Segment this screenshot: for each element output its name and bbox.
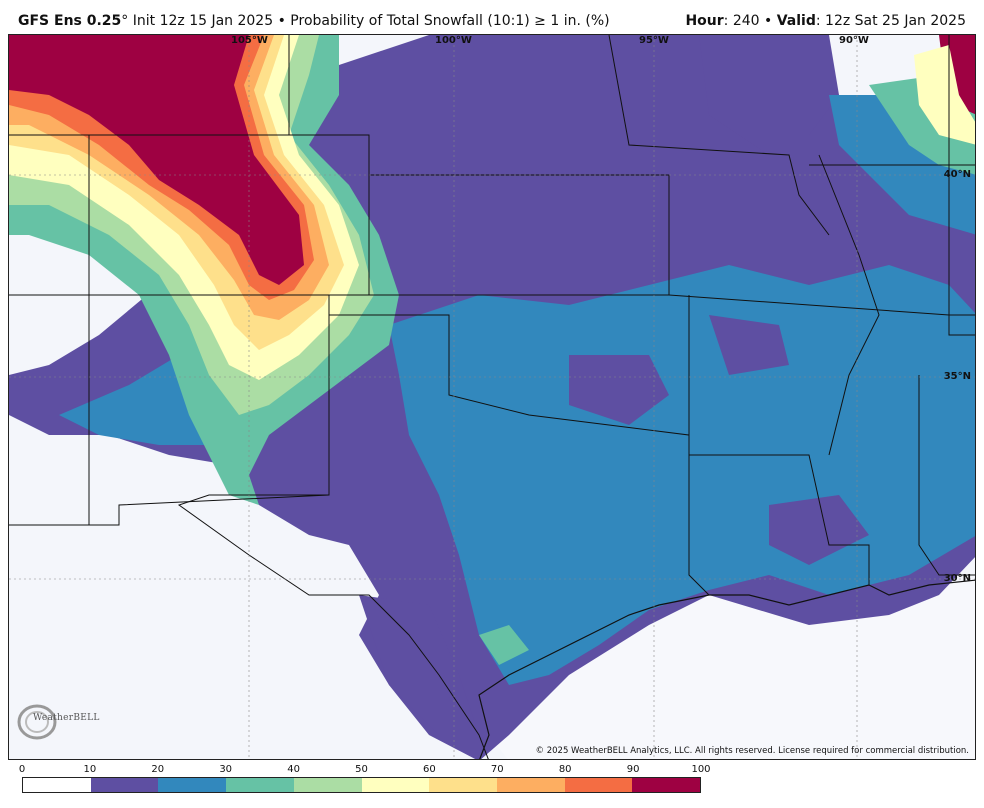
region-10-20-patch-a (569, 355, 669, 425)
product-name: Probability of Total Snowfall (10:1) ≥ 1… (290, 13, 610, 29)
snowfall-probability-map (9, 35, 975, 759)
legend-colorbar (22, 777, 701, 793)
lat-label-30n: 30°N (943, 573, 971, 584)
border-colorado-area (9, 134, 370, 296)
map-title: GFS Ens 0.25° Init 12z 15 Jan 2025 • Pro… (18, 13, 610, 29)
legend-tick-label: 70 (490, 764, 504, 775)
lon-label-95w: 95°W (639, 35, 669, 46)
border-mississippi-river (818, 154, 880, 456)
border-texas-louisiana (688, 435, 710, 596)
logo-swirl-icon (17, 704, 57, 740)
legend-swatch-4 (293, 778, 362, 792)
legend-tick-label: 50 (355, 764, 368, 775)
degree-symbol: ° (121, 13, 129, 29)
legend-tick-label: 20 (151, 764, 165, 775)
title-separator: • (277, 13, 286, 29)
valid-label: Valid (776, 13, 816, 29)
region-30-40-south (479, 625, 529, 665)
legend-swatch-7 (496, 778, 565, 792)
valid-separator: • (764, 13, 773, 29)
legend-swatch-1 (90, 778, 159, 792)
legend-tick-label: 40 (287, 764, 300, 775)
valid-value: : 12z Sat 25 Jan 2025 (815, 13, 966, 29)
region-10-20-patch-c (709, 315, 789, 375)
legend-swatch-6 (429, 778, 497, 792)
hour-label: Hour (685, 13, 724, 29)
legend-swatch-5 (361, 778, 430, 792)
border-illinois-indiana (948, 35, 975, 336)
lon-label-105w: 105°W (231, 35, 268, 46)
border-oklahoma (328, 295, 690, 436)
init-time: Init 12z 15 Jan 2025 (132, 13, 274, 29)
border-iowa (608, 35, 830, 236)
lon-label-90w: 90°W (839, 35, 869, 46)
legend-swatch-9 (632, 778, 701, 792)
region-50-60-northeast (914, 45, 975, 145)
legend-swatch-8 (564, 778, 633, 792)
header: GFS Ens 0.25° Init 12z 15 Jan 2025 • Pro… (0, 0, 984, 34)
region-10-20-north (699, 35, 839, 155)
gulf-of-mexico (489, 580, 975, 759)
copyright-notice: © 2025 WeatherBELL Analytics, LLC. All r… (535, 746, 969, 756)
legend-tick-label: 30 (219, 764, 233, 775)
hour-value: : 240 (723, 13, 760, 29)
lat-label-40n: 40°N (943, 169, 971, 180)
logo-text: WeatherBELL (33, 713, 100, 723)
region-10-20-south-texas (359, 595, 479, 735)
region-90-100 (9, 35, 304, 285)
graticule (9, 35, 975, 759)
legend-tick-label: 10 (83, 764, 97, 775)
border-new-mexico (88, 135, 330, 526)
region-20-30 (389, 265, 975, 685)
legend-tick-label: 80 (558, 764, 572, 775)
legend-swatch-3 (226, 778, 294, 792)
region-10-20-patch-b (769, 495, 869, 565)
lon-label-100w: 100°W (435, 35, 472, 46)
legend-tick-label: 0 (18, 764, 26, 775)
model-name: GFS Ens 0.25 (18, 13, 122, 29)
border-alabama (918, 375, 975, 576)
legend-tick-label: 90 (626, 764, 640, 775)
lat-label-35n: 35°N (943, 371, 971, 382)
legend-swatch-2 (158, 778, 227, 792)
valid-time: Hour: 240 • Valid: 12z Sat 25 Jan 2025 (685, 13, 966, 29)
legend-tick-label: 100 (691, 764, 711, 775)
gulf-coastline (478, 579, 975, 759)
map-panel: 105°W 100°W 95°W 90°W 40°N 35°N 30°N Wea… (8, 34, 976, 760)
border-louisiana-mississippi (689, 454, 870, 585)
weatherbell-logo: WeatherBELL (15, 701, 103, 743)
legend-swatch-0 (23, 778, 91, 792)
legend-tick-label: 60 (423, 764, 436, 775)
